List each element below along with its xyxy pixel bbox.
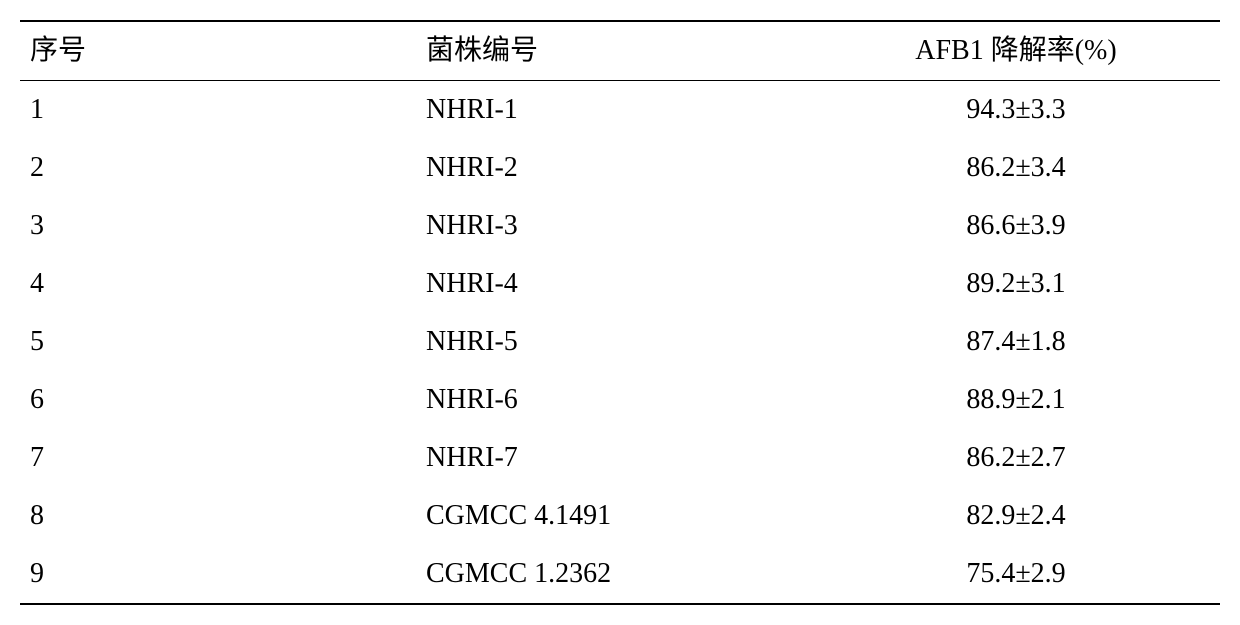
cell-seq: 5 [20,313,416,371]
table-header-row: 序号 菌株编号 AFB1 降解率(%) [20,21,1220,81]
cell-rate: 75.4±2.9 [812,545,1220,604]
table-row: 7 NHRI-7 86.2±2.7 [20,429,1220,487]
cell-strain: NHRI-3 [416,197,812,255]
header-rate: AFB1 降解率(%) [812,21,1220,81]
cell-strain: NHRI-7 [416,429,812,487]
table-row: 9 CGMCC 1.2362 75.4±2.9 [20,545,1220,604]
cell-rate: 89.2±3.1 [812,255,1220,313]
cell-rate: 86.2±3.4 [812,139,1220,197]
cell-seq: 2 [20,139,416,197]
cell-strain: CGMCC 1.2362 [416,545,812,604]
cell-strain: NHRI-2 [416,139,812,197]
cell-rate: 82.9±2.4 [812,487,1220,545]
cell-strain: NHRI-4 [416,255,812,313]
cell-strain: NHRI-5 [416,313,812,371]
cell-seq: 9 [20,545,416,604]
cell-seq: 6 [20,371,416,429]
table-row: 2 NHRI-2 86.2±3.4 [20,139,1220,197]
table-row: 1 NHRI-1 94.3±3.3 [20,81,1220,140]
cell-strain: NHRI-1 [416,81,812,140]
header-seq: 序号 [20,21,416,81]
cell-rate: 86.6±3.9 [812,197,1220,255]
header-strain: 菌株编号 [416,21,812,81]
table-row: 3 NHRI-3 86.6±3.9 [20,197,1220,255]
cell-seq: 7 [20,429,416,487]
cell-seq: 4 [20,255,416,313]
table-row: 8 CGMCC 4.1491 82.9±2.4 [20,487,1220,545]
cell-rate: 94.3±3.3 [812,81,1220,140]
table-row: 5 NHRI-5 87.4±1.8 [20,313,1220,371]
cell-seq: 3 [20,197,416,255]
cell-rate: 87.4±1.8 [812,313,1220,371]
table-row: 6 NHRI-6 88.9±2.1 [20,371,1220,429]
cell-rate: 86.2±2.7 [812,429,1220,487]
table-row: 4 NHRI-4 89.2±3.1 [20,255,1220,313]
table-body: 1 NHRI-1 94.3±3.3 2 NHRI-2 86.2±3.4 3 NH… [20,81,1220,605]
cell-strain: CGMCC 4.1491 [416,487,812,545]
cell-seq: 1 [20,81,416,140]
cell-seq: 8 [20,487,416,545]
cell-rate: 88.9±2.1 [812,371,1220,429]
degradation-rate-table: 序号 菌株编号 AFB1 降解率(%) 1 NHRI-1 94.3±3.3 2 … [20,20,1220,605]
cell-strain: NHRI-6 [416,371,812,429]
